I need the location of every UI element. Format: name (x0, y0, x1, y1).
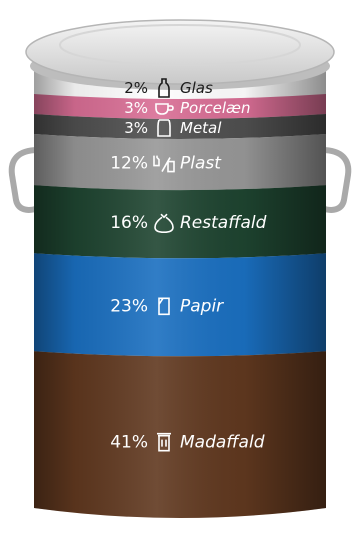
value-label-papir: 23% (110, 296, 148, 316)
value-label-madaffald: 41% (110, 433, 148, 453)
category-label-restaffald: Restaffald (180, 213, 267, 233)
value-label-glas: 2% (124, 79, 148, 97)
value-label-porcel-n: 3% (124, 99, 148, 117)
plastic-bottles-icon (153, 155, 175, 173)
left-handle (8, 147, 41, 213)
food-waste-icon (157, 432, 171, 452)
can-icon (157, 119, 171, 137)
value-label-metal: 3% (124, 119, 148, 137)
value-label-plast: 12% (110, 154, 148, 174)
category-label-porcel-n: Porcelæn (180, 99, 250, 117)
category-label-papir: Papir (180, 296, 224, 316)
cup-icon (155, 103, 174, 115)
lid-inner (59, 24, 301, 66)
bottle-icon (158, 78, 170, 98)
trash-bag-icon (154, 213, 174, 234)
category-label-plast: Plast (180, 154, 222, 174)
right-handle (319, 147, 352, 213)
lid-top (25, 19, 335, 85)
value-label-restaffald: 16% (110, 213, 148, 233)
category-label-metal: Metal (180, 119, 222, 137)
category-label-madaffald: Madaffald (180, 433, 265, 453)
paper-icon (158, 297, 170, 316)
segment-labels: 2% Glas 3% Porcelæn 3% Metal 12% Plast 16% Restaf… (110, 78, 267, 453)
category-label-glas: Glas (180, 79, 213, 97)
body-shading (34, 66, 326, 518)
